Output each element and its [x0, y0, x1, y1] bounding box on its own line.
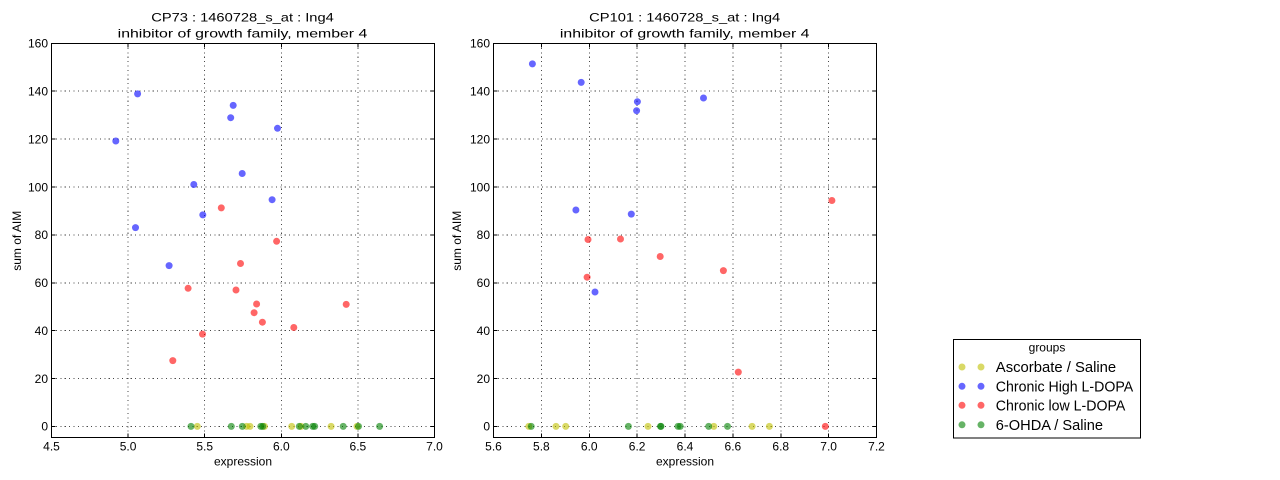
svg-text:6.4: 6.4	[677, 440, 694, 454]
svg-text:6.0: 6.0	[581, 440, 598, 454]
svg-text:5.6: 5.6	[485, 440, 502, 454]
svg-text:160: 160	[470, 37, 490, 51]
svg-text:inhibitor of growth family, me: inhibitor of growth family, member 4	[118, 26, 368, 40]
svg-text:140: 140	[470, 85, 490, 99]
svg-text:groups: groups	[1029, 341, 1066, 355]
svg-text:40: 40	[477, 324, 491, 338]
svg-text:6.6: 6.6	[725, 440, 742, 454]
svg-text:7.2: 7.2	[868, 440, 885, 454]
svg-text:Chronic low L-DOPA: Chronic low L-DOPA	[996, 398, 1126, 414]
svg-text:6.5: 6.5	[350, 440, 367, 454]
svg-text:6.8: 6.8	[772, 440, 789, 454]
svg-text:CP101 : 1460728_s_at : Ing4: CP101 : 1460728_s_at : Ing4	[589, 11, 780, 25]
svg-text:0: 0	[483, 420, 490, 434]
svg-text:expression: expression	[656, 455, 714, 469]
svg-text:inhibitor of growth family, me: inhibitor of growth family, member 4	[560, 26, 810, 40]
svg-text:100: 100	[28, 180, 48, 194]
svg-text:6.0: 6.0	[273, 440, 290, 454]
svg-text:6-OHDA / Saline: 6-OHDA / Saline	[996, 418, 1103, 434]
svg-text:sum of AIM: sum of AIM	[450, 211, 464, 271]
svg-text:140: 140	[28, 85, 48, 99]
svg-text:40: 40	[35, 324, 49, 338]
svg-text:60: 60	[35, 276, 49, 290]
svg-text:sum of AIM: sum of AIM	[10, 211, 24, 271]
svg-text:Chronic High L-DOPA: Chronic High L-DOPA	[996, 379, 1134, 395]
svg-text:expression: expression	[214, 455, 272, 469]
svg-text:5.5: 5.5	[196, 440, 213, 454]
svg-text:5.0: 5.0	[120, 440, 137, 454]
svg-text:20: 20	[35, 372, 49, 386]
svg-text:20: 20	[477, 372, 491, 386]
svg-text:Ascorbate / Saline: Ascorbate / Saline	[996, 360, 1116, 376]
svg-text:0: 0	[41, 420, 48, 434]
svg-text:60: 60	[477, 276, 491, 290]
svg-text:7.0: 7.0	[820, 440, 837, 454]
svg-text:160: 160	[28, 37, 48, 51]
svg-text:5.8: 5.8	[533, 440, 550, 454]
svg-text:120: 120	[470, 132, 490, 146]
svg-text:CP73 : 1460728_s_at : Ing4: CP73 : 1460728_s_at : Ing4	[151, 11, 334, 25]
svg-text:7.0: 7.0	[426, 440, 443, 454]
svg-text:4.5: 4.5	[43, 440, 60, 454]
svg-text:6.2: 6.2	[629, 440, 646, 454]
svg-text:80: 80	[477, 228, 491, 242]
svg-text:100: 100	[470, 180, 490, 194]
svg-text:80: 80	[35, 228, 49, 242]
svg-text:120: 120	[28, 132, 48, 146]
